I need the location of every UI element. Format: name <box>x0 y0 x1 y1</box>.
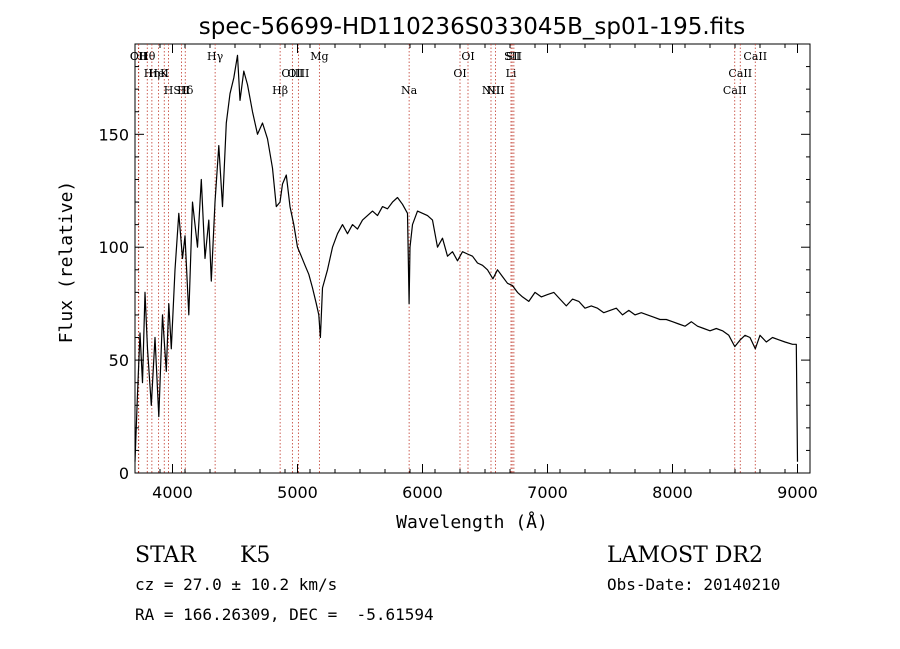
spectral-line-markers: HθKHδCIIHeISIIOIIHηHHγOIIIHβMgOIIINaOIOI… <box>130 44 767 473</box>
plot-frame <box>134 43 811 474</box>
x-tick-label: 8000 <box>652 483 693 502</box>
spectral-line-label: NII <box>486 84 504 97</box>
spectral-line-label: Hη <box>144 67 160 80</box>
spectral-line-label: Hβ <box>272 84 288 97</box>
chart-title: spec-56699-HD110236S033045B_sp01-195.fit… <box>199 14 745 40</box>
x-tick-label: 9000 <box>777 483 818 502</box>
spectral-line-label: OIII <box>281 67 303 80</box>
spectral-line-label: SII <box>504 50 520 63</box>
spectral-line-label: CaII <box>743 50 767 63</box>
survey-name: LAMOST DR2 <box>607 543 763 568</box>
y-tick-label: 0 <box>119 464 129 483</box>
axis-ticks: 4000 5000 6000 7000 8000 9000 0 50 100 150 <box>98 44 818 502</box>
flux-line <box>134 54 799 462</box>
redshift-cz: cz = 27.0 ± 10.2 km/s <box>135 575 337 594</box>
x-tick-label: 5000 <box>277 483 318 502</box>
x-tick-label: 6000 <box>402 483 443 502</box>
spectral-line-label: CaII <box>723 84 747 97</box>
spectral-line-label: SII <box>506 50 522 63</box>
flux-series <box>134 54 799 462</box>
observation-date: Obs-Date: 20140210 <box>607 575 780 594</box>
spectral-line-label: Li <box>506 67 517 80</box>
spectral-line-label: OI <box>461 50 474 63</box>
x-tick-label: 7000 <box>527 483 568 502</box>
spectral-line-label: K <box>160 67 169 80</box>
spectral-line-label: Hθ <box>139 50 156 63</box>
y-tick-label: 150 <box>98 125 129 144</box>
spectral-line-label: SII <box>173 84 189 97</box>
spectral-line-label: CII <box>130 50 147 63</box>
y-axis-label: Flux (relative) <box>56 181 77 344</box>
spectral-line-label: OIII <box>287 67 309 80</box>
x-axis-label: Wavelength (Å) <box>396 511 548 533</box>
spectral-line-label: CaII <box>728 67 752 80</box>
object-class: STAR <box>135 543 197 568</box>
spectral-line-label: OII <box>130 50 148 63</box>
x-tick-label: 4000 <box>152 483 193 502</box>
spectral-line-label: Hγ <box>207 50 224 63</box>
spectral-line-label: H <box>164 84 174 97</box>
spectral-line-label: HeI <box>148 67 168 80</box>
y-tick-label: 100 <box>98 238 129 257</box>
ra-dec-coordinates: RA = 166.26309, DEC = -5.61594 <box>135 605 434 624</box>
object-subclass: K5 <box>240 543 270 568</box>
y-tick-label: 50 <box>109 351 129 370</box>
spectral-line-label: Mg <box>310 50 328 63</box>
spectral-line-label: OI <box>453 67 466 80</box>
spectral-line-label: Na <box>401 84 418 97</box>
